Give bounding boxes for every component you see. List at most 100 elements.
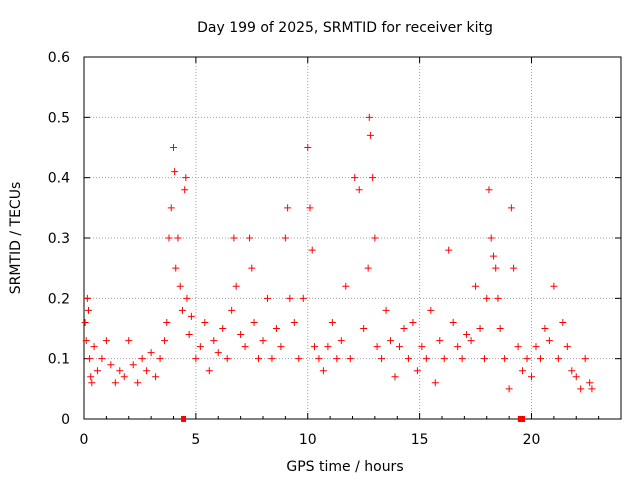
data-point	[554, 355, 562, 363]
y-tick-label: 0.6	[48, 50, 70, 66]
data-point	[90, 343, 98, 351]
data-point	[366, 131, 374, 139]
data-point	[458, 355, 466, 363]
data-point	[559, 318, 567, 326]
data-point	[176, 282, 184, 290]
data-point	[88, 379, 96, 387]
data-point	[400, 325, 408, 332]
data-point	[586, 379, 594, 387]
data-point	[365, 113, 373, 121]
data-point	[315, 355, 323, 363]
data-point	[165, 234, 173, 242]
data-point	[134, 379, 142, 387]
data-point	[201, 318, 209, 326]
y-tick-label: 0.5	[48, 110, 70, 126]
data-point	[214, 349, 222, 357]
y-tick-label: 0.3	[48, 231, 70, 247]
data-point	[82, 337, 90, 345]
data-point	[507, 204, 515, 212]
zero-marker	[520, 416, 526, 422]
data-point	[581, 355, 589, 363]
x-tick-label: 0	[80, 432, 89, 448]
data-point	[308, 246, 316, 254]
data-point	[182, 174, 190, 182]
data-point	[272, 325, 280, 332]
data-points	[81, 113, 596, 422]
data-point	[378, 355, 386, 363]
y-axis-label: SRMTID / TECUs	[8, 182, 24, 295]
data-point	[541, 325, 549, 332]
data-point	[463, 331, 471, 339]
data-point	[196, 343, 204, 351]
data-point	[360, 325, 368, 332]
data-point	[328, 318, 336, 326]
zero-marker	[181, 416, 187, 422]
data-point	[228, 306, 236, 314]
data-point	[523, 355, 531, 363]
data-point	[83, 294, 91, 302]
data-point	[147, 349, 155, 357]
data-point	[230, 234, 238, 242]
data-point	[395, 343, 403, 351]
y-tick-label: 0	[61, 412, 70, 428]
data-point	[163, 318, 171, 326]
data-point	[369, 174, 377, 182]
data-point	[496, 325, 504, 332]
data-point	[98, 355, 106, 363]
data-point	[510, 264, 518, 272]
data-point	[563, 343, 571, 351]
data-point	[333, 355, 341, 363]
grid	[84, 57, 621, 419]
data-point	[219, 325, 227, 332]
data-point	[284, 204, 292, 212]
data-point	[143, 367, 151, 375]
data-point	[290, 318, 298, 326]
x-axis: 0 5 10 15 20	[80, 57, 600, 448]
data-point	[514, 343, 522, 351]
data-point	[84, 306, 92, 314]
data-point	[185, 331, 193, 339]
data-point	[152, 373, 160, 381]
data-point	[577, 385, 585, 393]
y-tick-label: 0.1	[48, 352, 70, 368]
data-point	[181, 186, 189, 194]
data-point	[505, 385, 513, 393]
data-point	[187, 312, 195, 320]
data-point	[431, 379, 439, 387]
data-point	[449, 318, 457, 326]
data-point	[404, 355, 412, 363]
data-point	[277, 343, 285, 351]
data-point	[263, 294, 271, 302]
data-point	[125, 337, 133, 345]
data-point	[485, 186, 493, 194]
data-point	[156, 355, 164, 363]
data-point	[129, 361, 137, 369]
data-point	[205, 367, 213, 375]
data-point	[192, 355, 200, 363]
data-point	[286, 294, 294, 302]
data-point	[472, 282, 480, 290]
data-point	[295, 355, 303, 363]
data-point	[232, 282, 240, 290]
data-point	[550, 282, 558, 290]
data-point	[519, 367, 527, 375]
data-point	[281, 234, 289, 242]
data-point	[545, 337, 553, 345]
x-tick-label: 10	[299, 432, 317, 448]
data-point	[237, 331, 245, 339]
data-point	[111, 379, 119, 387]
data-point	[355, 186, 363, 194]
data-point	[268, 355, 276, 363]
data-point	[319, 367, 327, 375]
data-point	[116, 367, 124, 375]
data-point	[588, 385, 596, 393]
y-axis: 0 0.1 0.2 0.3 0.4 0.5 0.6	[48, 50, 621, 428]
data-point	[387, 337, 395, 345]
data-point	[445, 246, 453, 254]
data-point	[454, 343, 462, 351]
data-point	[87, 373, 95, 381]
data-point	[223, 355, 231, 363]
x-axis-label: GPS time / hours	[286, 459, 403, 475]
chart-title: Day 199 of 2025, SRMTID for receiver kit…	[197, 20, 493, 36]
